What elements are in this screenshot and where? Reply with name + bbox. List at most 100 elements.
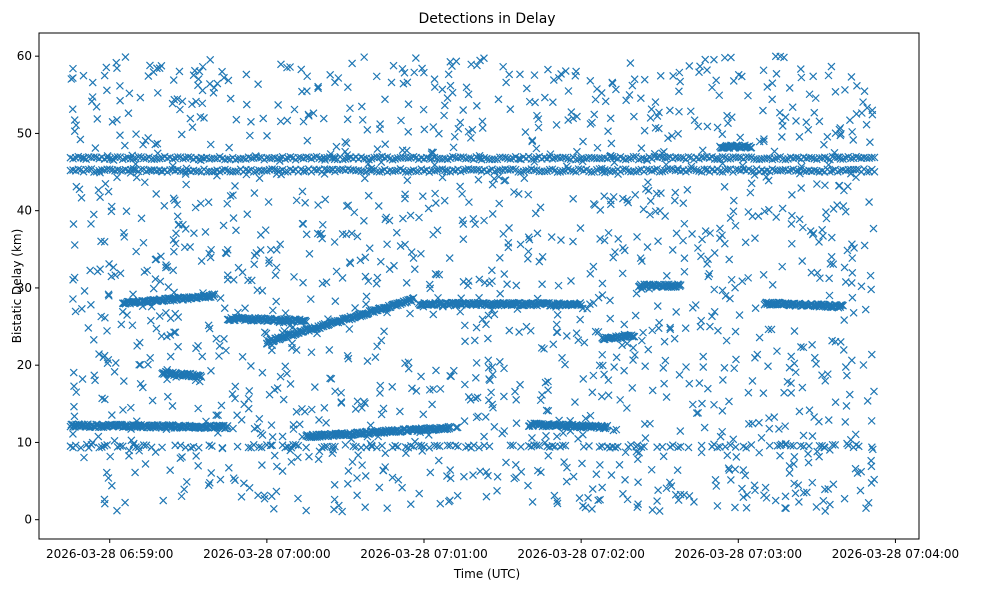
data-point-marker xyxy=(103,440,112,449)
data-point-marker xyxy=(548,165,557,174)
data-point-marker xyxy=(698,235,706,244)
x-tick-label: 2026-03-28 07:01:00 xyxy=(360,547,487,561)
data-point-marker xyxy=(295,420,304,429)
y-tick-label: 10 xyxy=(17,435,32,449)
data-point-marker xyxy=(160,201,169,210)
data-point-marker xyxy=(312,166,321,175)
data-point-marker xyxy=(447,372,455,381)
data-point-marker xyxy=(191,203,200,212)
data-point-marker xyxy=(653,112,662,120)
data-point-marker xyxy=(562,331,571,340)
data-point-marker xyxy=(532,144,541,153)
data-point-marker xyxy=(710,400,718,409)
data-point-marker xyxy=(158,443,167,452)
data-point-marker xyxy=(703,384,712,393)
data-point-marker xyxy=(134,152,143,161)
data-point-marker xyxy=(432,366,440,375)
data-point-marker xyxy=(209,292,218,301)
data-point-marker xyxy=(852,152,861,161)
data-point-marker xyxy=(192,97,200,106)
data-point-marker xyxy=(453,423,462,432)
data-point-marker xyxy=(804,125,813,134)
data-point-marker xyxy=(162,308,170,317)
data-point-marker xyxy=(445,424,454,433)
data-point-marker xyxy=(186,443,195,452)
data-point-marker xyxy=(870,167,879,176)
data-point-marker xyxy=(449,143,458,152)
data-point-marker xyxy=(640,442,648,451)
x-tick-label: 2026-03-28 07:04:00 xyxy=(832,547,959,561)
data-point-marker xyxy=(418,64,427,73)
data-point-marker xyxy=(720,182,729,191)
data-point-marker xyxy=(499,229,508,238)
data-point-marker xyxy=(298,432,307,441)
data-point-marker xyxy=(760,207,769,216)
data-point-marker xyxy=(112,58,121,67)
data-point-marker xyxy=(787,389,796,397)
data-point-marker xyxy=(805,441,813,450)
data-point-marker xyxy=(360,53,369,62)
data-point-marker xyxy=(562,477,571,486)
data-point-marker xyxy=(102,86,111,95)
data-point-marker xyxy=(621,475,629,484)
data-point-marker xyxy=(197,257,206,265)
data-point-marker xyxy=(394,475,403,484)
data-point-marker xyxy=(245,387,254,395)
data-point-marker xyxy=(589,262,598,271)
data-point-marker xyxy=(700,165,709,174)
data-point-marker xyxy=(347,435,356,444)
data-point-marker xyxy=(670,334,679,343)
data-point-marker xyxy=(759,106,767,115)
data-point-marker xyxy=(408,384,416,393)
data-point-marker xyxy=(263,131,271,140)
data-point-marker xyxy=(128,151,137,160)
data-point-marker xyxy=(840,263,849,272)
data-point-marker xyxy=(212,334,221,343)
data-point-marker xyxy=(786,441,795,450)
data-point-marker xyxy=(574,336,583,345)
data-point-marker xyxy=(381,140,390,149)
data-point-marker xyxy=(538,252,547,261)
data-point-marker xyxy=(762,298,771,307)
data-point-marker xyxy=(585,442,593,450)
data-point-marker xyxy=(552,303,560,311)
data-point-marker xyxy=(166,466,175,475)
data-point-marker xyxy=(409,254,418,262)
data-point-marker xyxy=(393,442,402,451)
data-point-marker xyxy=(624,154,633,163)
data-point-marker xyxy=(506,441,515,450)
data-point-marker xyxy=(798,223,807,232)
data-point-marker xyxy=(511,460,520,469)
data-point-marker xyxy=(128,321,137,330)
data-point-marker xyxy=(744,91,752,100)
data-point-marker xyxy=(71,441,80,450)
y-tick-label: 60 xyxy=(17,49,32,63)
data-point-marker xyxy=(557,236,565,245)
data-point-marker xyxy=(194,75,203,84)
data-point-marker xyxy=(516,442,525,451)
data-point-marker xyxy=(509,165,517,173)
data-point-marker xyxy=(642,165,651,174)
data-point-marker xyxy=(799,488,808,497)
data-point-marker xyxy=(840,316,849,324)
data-point-marker xyxy=(168,155,177,163)
data-point-marker xyxy=(255,174,264,183)
data-point-marker xyxy=(731,221,740,230)
data-point-marker xyxy=(302,443,311,452)
data-point-marker xyxy=(114,420,123,429)
data-point-marker xyxy=(366,421,375,430)
data-point-marker xyxy=(799,343,808,352)
data-point-marker xyxy=(268,306,277,315)
data-point-marker xyxy=(658,442,667,451)
data-point-marker xyxy=(524,190,533,199)
data-point-marker xyxy=(548,441,557,450)
data-point-marker xyxy=(210,290,219,299)
data-point-marker xyxy=(611,85,620,94)
data-point-marker xyxy=(639,328,648,337)
data-point-marker xyxy=(472,358,481,367)
data-point-marker xyxy=(628,81,637,90)
x-tick-label: 2026-03-28 07:03:00 xyxy=(675,547,802,561)
data-point-marker xyxy=(461,337,469,346)
data-point-marker xyxy=(376,381,385,390)
data-point-marker xyxy=(460,417,469,425)
